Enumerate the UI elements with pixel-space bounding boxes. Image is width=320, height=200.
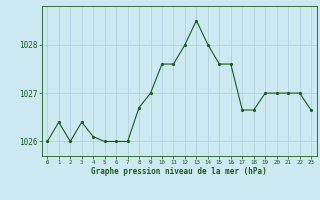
X-axis label: Graphe pression niveau de la mer (hPa): Graphe pression niveau de la mer (hPa) bbox=[91, 167, 267, 176]
